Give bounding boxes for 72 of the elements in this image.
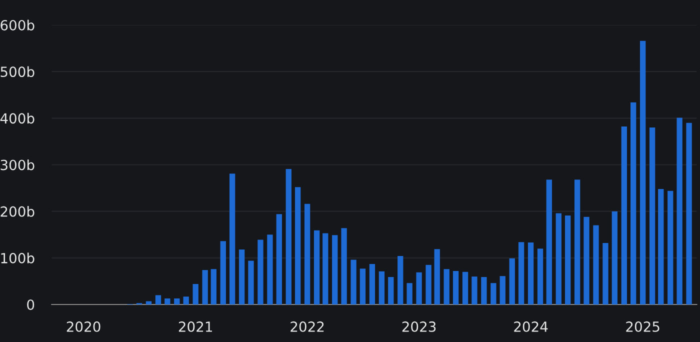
bar	[668, 190, 674, 304]
bar	[556, 213, 562, 304]
bar	[192, 284, 198, 304]
bar	[304, 204, 310, 304]
bar	[294, 187, 301, 304]
bar	[537, 248, 544, 304]
bar	[164, 298, 170, 304]
bar	[174, 298, 180, 304]
bar	[640, 40, 646, 304]
bar	[183, 296, 189, 304]
bar	[528, 242, 534, 304]
bar	[314, 230, 320, 304]
bar	[210, 269, 216, 304]
bar	[500, 276, 506, 304]
bar	[276, 214, 282, 304]
y-tick-label: 200b	[0, 206, 34, 217]
bar	[258, 240, 264, 304]
bar	[416, 272, 422, 304]
bar	[584, 216, 590, 304]
bar	[630, 102, 636, 304]
y-tick-label: 400b	[0, 112, 34, 124]
bar	[229, 174, 236, 304]
bar	[398, 256, 404, 304]
bar	[546, 180, 552, 304]
bar	[518, 242, 524, 304]
bar	[322, 233, 328, 304]
bar	[452, 270, 459, 304]
y-tick-label: 0	[27, 299, 34, 310]
bar	[472, 276, 478, 304]
bar	[332, 235, 338, 304]
bar	[481, 277, 487, 304]
bar	[564, 216, 571, 304]
x-tick-label: 2020	[66, 321, 100, 332]
y-tick-label: 100b	[1, 252, 34, 264]
bar	[248, 260, 254, 304]
bar	[155, 295, 162, 304]
bar	[369, 264, 376, 304]
bar	[490, 283, 496, 304]
x-tick-label: 2024	[514, 321, 548, 332]
bar	[649, 127, 656, 304]
y-tick-label: 500b	[0, 66, 34, 78]
bar	[462, 272, 468, 304]
bar	[220, 241, 226, 304]
bar	[676, 118, 682, 304]
x-tick-label: 2022	[290, 321, 324, 332]
bar	[509, 258, 515, 304]
x-tick-label: 2023	[402, 321, 436, 332]
bar	[238, 250, 245, 304]
x-tick-label: 2021	[178, 321, 212, 332]
bar	[658, 188, 664, 304]
bar	[434, 249, 440, 304]
bar	[267, 234, 273, 304]
bar	[202, 270, 208, 304]
bar	[621, 126, 627, 304]
bar	[388, 277, 394, 304]
bar	[426, 264, 432, 304]
y-tick-label: 300b	[0, 159, 34, 170]
bar	[406, 283, 412, 304]
x-tick-label: 2025	[626, 321, 660, 332]
bar	[341, 228, 347, 304]
bar	[286, 168, 292, 304]
bar	[602, 243, 608, 304]
bar	[686, 122, 692, 304]
bar	[378, 271, 385, 304]
bar	[612, 211, 618, 304]
bar	[360, 268, 366, 304]
bar	[574, 180, 580, 304]
bar	[593, 225, 599, 304]
bar	[146, 301, 152, 304]
bar	[350, 260, 356, 304]
y-tick-label: 600b	[0, 20, 34, 30]
bar	[444, 269, 450, 304]
